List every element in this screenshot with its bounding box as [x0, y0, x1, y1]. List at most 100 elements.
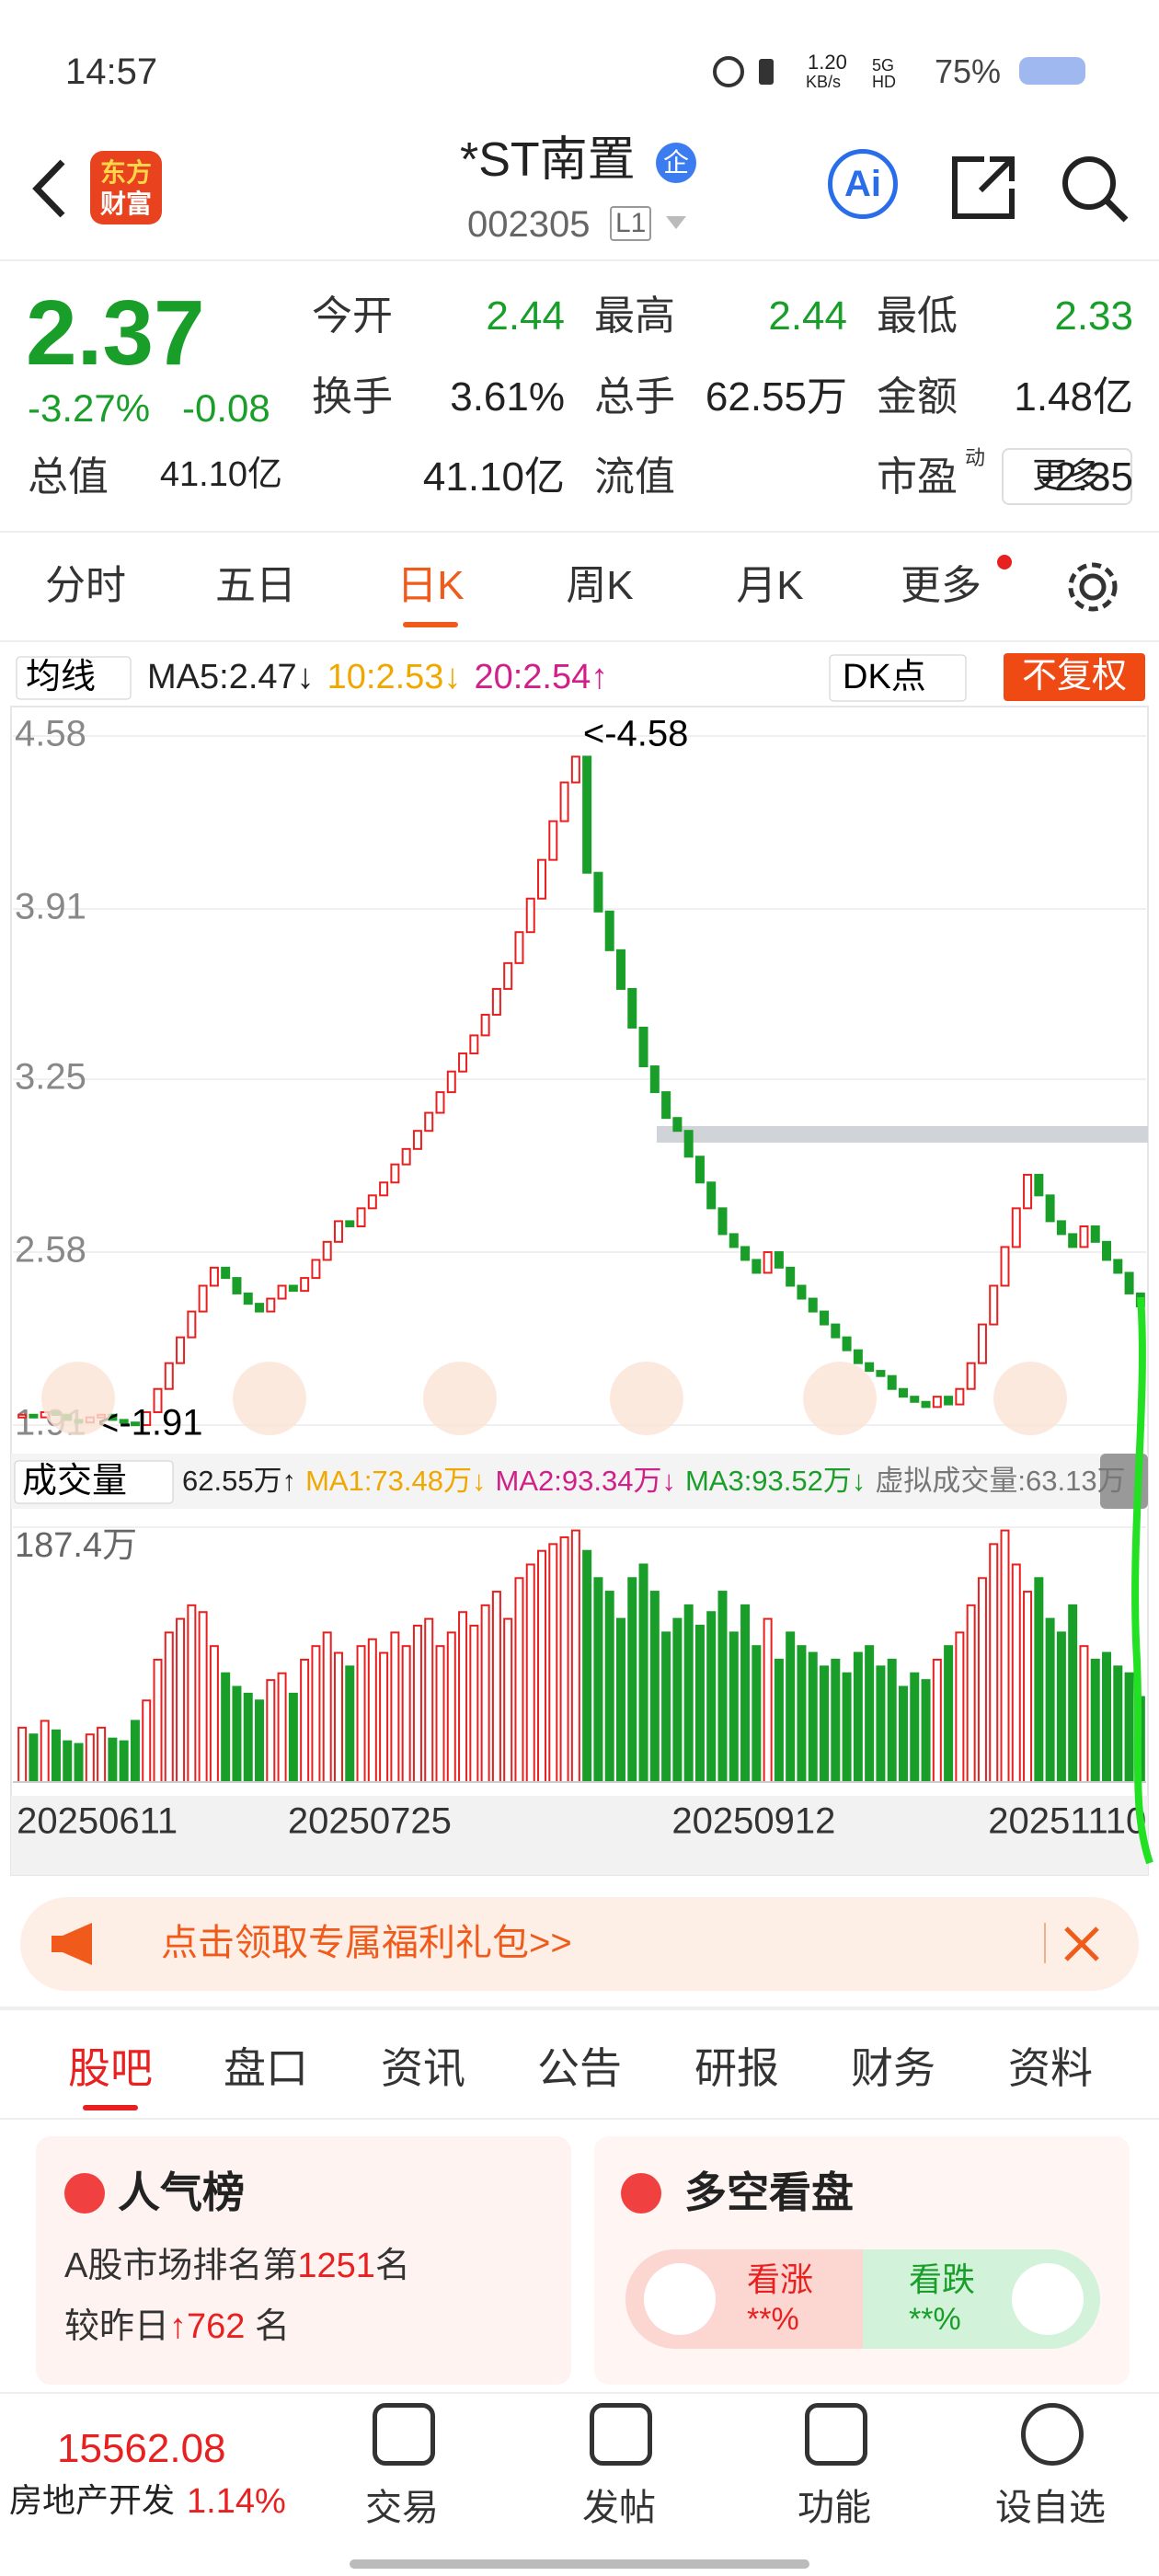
candle — [221, 1266, 231, 1280]
field-value: 2.44 — [486, 293, 565, 339]
divider — [0, 2007, 1159, 2010]
dropdown[interactable] — [664, 213, 688, 232]
candle — [672, 1117, 683, 1133]
chart-control[interactable] — [610, 1362, 683, 1435]
nav-icon[interactable] — [590, 2403, 652, 2466]
popularity-card[interactable] — [36, 2136, 571, 2385]
volume-bar — [469, 1625, 479, 1783]
date-bar — [11, 1796, 1148, 1875]
section-tab[interactable]: 资料 — [1008, 2044, 1093, 2092]
dk-button[interactable] — [829, 654, 967, 702]
settings[interactable] — [1064, 558, 1121, 615]
card-title: 多空看盘 — [684, 2168, 854, 2216]
section-tab[interactable]: 研报 — [694, 2044, 779, 2092]
volume-bar — [232, 1685, 242, 1784]
section-tab[interactable]: 公告 — [537, 2044, 622, 2092]
nav-label[interactable]: 交易 — [365, 2488, 439, 2528]
volume-bar — [717, 1591, 728, 1784]
candle — [808, 1297, 818, 1313]
candle — [1045, 1194, 1055, 1223]
volume-bar — [458, 1611, 468, 1783]
field-label: 换手 — [312, 374, 393, 420]
section-tab[interactable]: 盘口 — [224, 2044, 308, 2092]
app-logo[interactable] — [90, 151, 162, 224]
candle — [446, 1070, 456, 1094]
volume-bar — [255, 1699, 265, 1784]
nav-icon[interactable] — [1021, 2403, 1084, 2466]
period-tab[interactable]: 五日 — [215, 563, 296, 608]
adjust-button[interactable] — [1004, 653, 1145, 701]
volume-bar — [17, 1726, 28, 1783]
share-button[interactable] — [947, 152, 1019, 224]
change: -0.08 — [182, 386, 270, 430]
candle — [604, 910, 614, 951]
candle — [1000, 1246, 1010, 1287]
period-tab[interactable]: 月K — [736, 563, 804, 608]
chart-control[interactable] — [41, 1362, 115, 1435]
period-tab[interactable]: 周K — [566, 563, 634, 608]
field-label: 总值 — [28, 454, 109, 500]
section-tab[interactable]: 资讯 — [381, 2044, 465, 2092]
period-tab[interactable]: 更多 — [901, 563, 981, 608]
index-value: 15562.08 — [57, 2426, 226, 2471]
vs-icon — [621, 2173, 661, 2214]
divider — [0, 2392, 1159, 2394]
candle — [717, 1207, 728, 1236]
nav-label[interactable]: 发帖 — [582, 2488, 656, 2528]
ai-button[interactable]: Ai — [828, 149, 898, 219]
nav-label[interactable]: 设自选 — [995, 2488, 1106, 2528]
candle — [649, 1065, 660, 1094]
bull-label: 看涨 — [747, 2260, 814, 2298]
chart-control[interactable] — [423, 1362, 497, 1435]
net-speed: 1.20 — [808, 51, 847, 74]
volume-bar — [503, 1617, 513, 1783]
candle — [29, 1413, 39, 1419]
nav-icon[interactable] — [805, 2403, 867, 2466]
ma-label: 均线 — [26, 658, 96, 696]
back-button[interactable] — [28, 156, 74, 221]
volume-bar — [97, 1726, 107, 1783]
section-tab[interactable]: 财务 — [851, 2044, 935, 2092]
volume-selector[interactable] — [14, 1460, 174, 1504]
volume-bar — [774, 1658, 784, 1783]
ma-legend: MA5:2.47↓ — [147, 658, 315, 696]
ma-selector[interactable] — [16, 656, 132, 700]
field-value: 3.61% — [450, 374, 565, 420]
period-tab[interactable]: 分时 — [45, 563, 126, 608]
candle — [1113, 1259, 1123, 1274]
candle — [1056, 1220, 1066, 1236]
chart-control[interactable] — [993, 1362, 1067, 1435]
candle — [989, 1284, 999, 1326]
volume-legend: MA1:73.48万↓ — [305, 1465, 486, 1497]
candle — [932, 1396, 942, 1409]
card-title: 人气榜 — [118, 2168, 245, 2216]
field-label: 市盈 — [877, 454, 958, 500]
nav-icon[interactable] — [373, 2403, 435, 2466]
candle — [119, 1419, 129, 1424]
nav-label[interactable]: 功能 — [798, 2488, 871, 2528]
y-tick-label: 187.4万 — [15, 1526, 137, 1565]
kline-chart: 均线 MA5:2.47↓ 10:2.53↓ 20:2.54↑ DK点 不复权 4.58 3.9… — [10, 653, 1149, 1876]
close-banner[interactable] — [1062, 1925, 1101, 1963]
more-button[interactable]: 更多 — [1002, 448, 1132, 505]
field-value: 1.48亿 — [1014, 374, 1133, 420]
net-unit: KB/s — [806, 73, 842, 91]
field-label: 最高 — [594, 293, 675, 339]
candle — [288, 1284, 298, 1293]
candle — [865, 1362, 875, 1373]
volume-bar — [887, 1658, 897, 1783]
volume-bar — [966, 1604, 976, 1784]
promo-banner[interactable] — [20, 1897, 1139, 1991]
field-value: 41.10亿 — [159, 455, 282, 494]
volume-bar — [649, 1591, 660, 1784]
search-button[interactable] — [1058, 152, 1131, 225]
volume-bar — [1079, 1645, 1089, 1784]
volume-legend: MA2:93.34万↓ — [496, 1465, 676, 1497]
chart-control[interactable] — [233, 1362, 306, 1435]
candle — [786, 1266, 796, 1287]
candle — [187, 1310, 197, 1339]
sector: 房地产开发 — [9, 2481, 176, 2519]
chart-control[interactable] — [803, 1362, 877, 1435]
section-tab[interactable]: 股吧 — [68, 2044, 153, 2092]
period-tab[interactable]: 日K — [396, 563, 465, 608]
